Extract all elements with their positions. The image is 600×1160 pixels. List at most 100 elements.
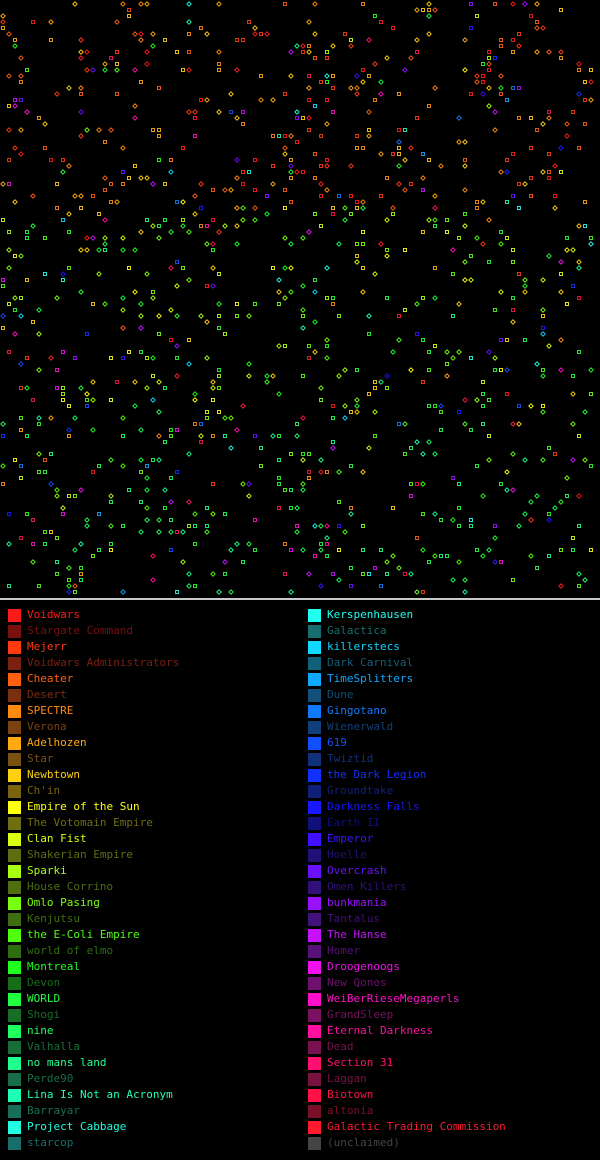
star-square — [511, 152, 515, 156]
legend-item[interactable]: Hoelle — [308, 847, 598, 863]
legend-item[interactable]: Groundtake — [308, 783, 598, 799]
legend-item[interactable]: Empire of the Sun — [8, 799, 298, 815]
legend-item[interactable]: Omlo Pasing — [8, 895, 298, 911]
star-diamond — [318, 457, 324, 463]
legend-item[interactable]: Dark Carnival — [308, 655, 598, 671]
legend-item[interactable]: 619 — [308, 735, 598, 751]
legend-item[interactable]: GrandSleep — [308, 1007, 598, 1023]
legend-item[interactable]: Clan Fist — [8, 831, 298, 847]
star-diamond — [228, 91, 234, 97]
legend-item[interactable]: The Hanse — [308, 927, 598, 943]
star-diamond — [138, 301, 144, 307]
legend-item[interactable]: the E-Coli Empire — [8, 927, 298, 943]
legend-item[interactable]: Laggan — [308, 1071, 598, 1087]
star-diamond — [186, 229, 192, 235]
legend-item[interactable]: Mejerr — [8, 639, 298, 655]
legend-item[interactable]: Omen Killers — [308, 879, 598, 895]
legend-item[interactable]: Sparki — [8, 863, 298, 879]
legend-item[interactable]: altonia — [308, 1103, 598, 1119]
legend-item[interactable]: Valhalla — [8, 1039, 298, 1055]
color-swatch — [308, 1104, 321, 1118]
legend-item[interactable]: Perde90 — [8, 1071, 298, 1087]
star-square — [325, 50, 329, 54]
star-diamond — [528, 499, 534, 505]
legend-item[interactable]: Tantalus — [308, 911, 598, 927]
legend-item[interactable]: Stargate Command — [8, 623, 298, 639]
legend-item[interactable]: Dune — [308, 687, 598, 703]
star-diamond — [486, 457, 492, 463]
legend-item[interactable]: Shogi — [8, 1007, 298, 1023]
star-square — [325, 344, 329, 348]
legend-item[interactable]: Gingotano — [308, 703, 598, 719]
star-diamond — [144, 385, 150, 391]
star-diamond — [360, 205, 366, 211]
legend-item[interactable]: The Votomain Empire — [8, 815, 298, 831]
legend-item[interactable]: the Dark Legion — [308, 767, 598, 783]
star-square — [109, 398, 113, 402]
legend-item[interactable]: Section 31 — [308, 1055, 598, 1071]
legend-item[interactable]: Verona — [8, 719, 298, 735]
star-square — [445, 554, 449, 558]
legend-item[interactable]: starcop — [8, 1135, 298, 1151]
star-diamond — [420, 481, 426, 487]
legend-item[interactable]: Barrayar — [8, 1103, 298, 1119]
star-diamond — [288, 49, 294, 55]
legend-item[interactable]: Twiztid — [308, 751, 598, 767]
legend-item[interactable]: Biotown — [308, 1087, 598, 1103]
legend-item[interactable]: Project Cabbage — [8, 1119, 298, 1135]
star-diamond — [120, 235, 126, 241]
legend-item[interactable]: TimeSplitters — [308, 671, 598, 687]
star-diamond — [132, 67, 138, 73]
legend-item[interactable]: WeiBerRieseMegaperls — [308, 991, 598, 1007]
star-square — [391, 506, 395, 510]
legend-item[interactable]: Galactica — [308, 623, 598, 639]
legend-item[interactable]: killerstecs — [308, 639, 598, 655]
legend-item[interactable]: Homer — [308, 943, 598, 959]
legend-item[interactable]: no mans land — [8, 1055, 298, 1071]
star-square — [79, 566, 83, 570]
legend-item[interactable]: Ch'in — [8, 783, 298, 799]
legend-item[interactable]: Adelhozen — [8, 735, 298, 751]
star-diamond — [576, 61, 582, 67]
legend-item[interactable]: Montreal — [8, 959, 298, 975]
galaxy-map[interactable] — [0, 0, 600, 597]
legend-item[interactable]: Star — [8, 751, 298, 767]
legend-item[interactable]: world of elmo — [8, 943, 298, 959]
legend-item[interactable]: New Qonos — [308, 975, 598, 991]
star-diamond — [564, 121, 570, 127]
legend-item[interactable]: Galactic Trading Commission — [308, 1119, 598, 1135]
legend-item[interactable]: Dead — [308, 1039, 598, 1055]
legend-item[interactable]: Earth II — [308, 815, 598, 831]
legend-item[interactable]: Kerspenhausen — [308, 607, 598, 623]
legend-item[interactable]: Overcrash — [308, 863, 598, 879]
legend-item[interactable]: Voidwars Administrators — [8, 655, 298, 671]
legend-item[interactable]: bunkmania — [308, 895, 598, 911]
legend-item[interactable]: Emperor — [308, 831, 598, 847]
star-square — [307, 344, 311, 348]
legend-item[interactable]: Wienerwald — [308, 719, 598, 735]
legend-item[interactable]: Droogenoogs — [308, 959, 598, 975]
legend-item[interactable]: nine — [8, 1023, 298, 1039]
star-diamond — [66, 583, 72, 589]
legend-item[interactable]: Cheater — [8, 671, 298, 687]
legend-item[interactable]: Voidwars — [8, 607, 298, 623]
legend-item[interactable]: Lina Is Not an Acronym — [8, 1087, 298, 1103]
star-square — [55, 368, 59, 372]
legend-item[interactable]: House Corrino — [8, 879, 298, 895]
star-square — [181, 266, 185, 270]
legend-item[interactable]: Kenjutsu — [8, 911, 298, 927]
legend-item[interactable]: Desert — [8, 687, 298, 703]
legend-item[interactable]: Newbtown — [8, 767, 298, 783]
star-square — [163, 182, 167, 186]
star-diamond — [222, 559, 228, 565]
legend-item[interactable]: Devon — [8, 975, 298, 991]
color-swatch — [308, 752, 321, 766]
legend-item[interactable]: Shakerian Empire — [8, 847, 298, 863]
legend-item[interactable]: Darkness Falls — [308, 799, 598, 815]
star-diamond — [282, 295, 288, 301]
legend-item[interactable]: SPECTRE — [8, 703, 298, 719]
legend-item[interactable]: Eternal Darkness — [308, 1023, 598, 1039]
star-square — [391, 212, 395, 216]
legend-item[interactable]: WORLD — [8, 991, 298, 1007]
legend-item[interactable]: (unclaimed) — [308, 1135, 598, 1151]
